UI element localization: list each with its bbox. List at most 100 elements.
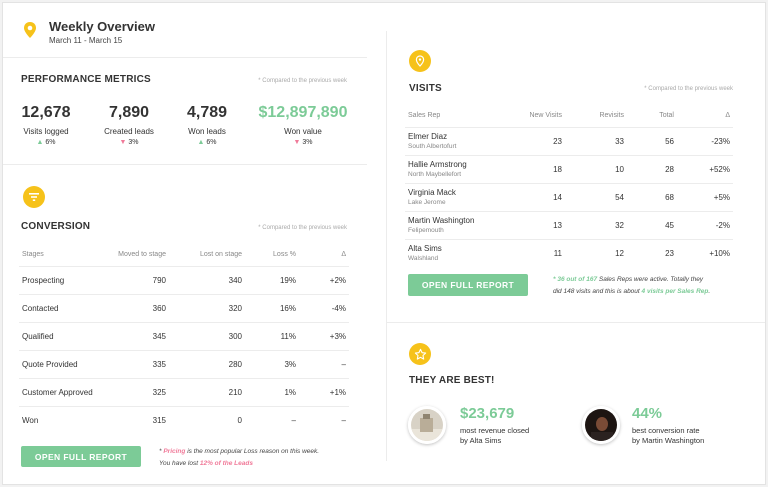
column-header: Lost on stage — [199, 251, 242, 259]
table-row: Qualified 345 300 11% +3% — [19, 321, 349, 350]
divider — [3, 164, 367, 165]
lost-cell: 300 — [169, 321, 245, 350]
lost-cell: 210 — [169, 377, 245, 406]
loss-cell: 19% — [245, 265, 299, 294]
metric-won-value: $12,897,890 Won value ▼ 3% — [253, 104, 353, 146]
rep-name: Hallie Armstrong — [408, 160, 467, 169]
stage-cell: Quote Provided — [19, 349, 111, 378]
metric-label: Created leads — [104, 127, 154, 136]
loss-cell: 11% — [245, 321, 299, 350]
metric-created-leads: 7,890 Created leads ▼ 3% — [99, 104, 159, 146]
column-header: Revisits — [599, 112, 624, 120]
stage-cell: Won — [19, 405, 111, 434]
best-title: THEY ARE BEST! — [409, 375, 495, 386]
table-row: Customer Approved 325 210 1% +1% — [19, 377, 349, 406]
arrow-down-icon: ▼ — [119, 139, 127, 146]
conversion-note: * Compared to the previous week — [258, 225, 347, 231]
rep-location: South Albertofurt — [408, 143, 457, 150]
metric-visits-logged: 12,678 Visits logged ▲ 6% — [17, 104, 75, 146]
column-header: Stages — [22, 251, 44, 259]
metric-value: 7,890 — [108, 104, 150, 121]
arrow-down-icon: ▼ — [293, 139, 301, 146]
map-pin-icon — [409, 50, 431, 72]
performance-note: * Compared to the previous week — [258, 78, 347, 84]
table-row: Martin Washington Felipemouth 13 32 45 -2… — [405, 210, 733, 239]
table-header-row: Sales Rep New Visits Revisits Total Δ — [405, 105, 733, 127]
table-row: Prospecting 790 340 19% +2% — [19, 265, 349, 294]
conversion-title: CONVERSION — [21, 221, 91, 232]
table-row: Virginia Mack Lake Jerome 14 54 68 +5% — [405, 182, 733, 211]
rep-location: Walshland — [408, 255, 439, 263]
moved-cell: 315 — [111, 405, 169, 434]
right-column: VISITS * Compared to the previous week S… — [387, 3, 765, 484]
left-column: Weekly Overview March 11 - March 15 PERF… — [3, 3, 367, 484]
new-visits-cell: 23 — [503, 126, 565, 155]
loss-cell: 16% — [245, 293, 299, 322]
moved-cell: 345 — [111, 321, 169, 350]
moved-cell: 325 — [111, 377, 169, 406]
revisits-cell: 33 — [565, 126, 627, 155]
delta-cell: – — [299, 405, 349, 434]
moved-cell: 790 — [111, 265, 169, 294]
loss-cell: 3% — [245, 349, 299, 378]
rep-cell: Alta Sims Walshland — [405, 238, 503, 267]
revisits-cell: 10 — [565, 154, 627, 183]
best-conversion-label: best conversion rate by Martin Washingto… — [632, 426, 705, 445]
column-header: Moved to stage — [118, 251, 166, 259]
visits-open-report-button[interactable]: OPEN FULL REPORT — [408, 274, 528, 296]
delta-cell: +2% — [299, 265, 349, 294]
rep-cell: Martin Washington Felipemouth — [405, 210, 503, 239]
stage-cell: Qualified — [19, 321, 111, 350]
stage-cell: Prospecting — [19, 265, 111, 294]
rep-name: Elmer Diaz — [408, 132, 448, 141]
star-icon — [409, 343, 431, 365]
avatar — [408, 406, 446, 444]
table-row: Won 315 0 – – — [19, 405, 349, 434]
best-revenue-label: most revenue closed by Alta Sims — [460, 426, 530, 445]
total-cell: 23 — [627, 238, 677, 267]
moved-cell: 335 — [111, 349, 169, 378]
delta-cell: +3% — [299, 321, 349, 350]
stage-cell: Customer Approved — [19, 377, 111, 406]
best-revenue-value: $23,679 — [460, 405, 515, 422]
map-pin-icon — [24, 22, 36, 38]
best-conversion-value: 44% — [632, 405, 663, 422]
new-visits-cell: 18 — [503, 154, 565, 183]
rep-location: North Maybellefort — [408, 171, 462, 178]
table-row: Contacted 360 320 16% -4% — [19, 293, 349, 322]
divider — [3, 57, 367, 58]
column-header: Sales Rep — [408, 112, 441, 120]
performance-title: PERFORMANCE METRICS — [21, 74, 151, 85]
rep-cell: Elmer Diaz South Albertofurt — [405, 126, 503, 155]
lost-cell: 0 — [169, 405, 245, 434]
lost-cell: 280 — [169, 349, 245, 378]
metric-value: 4,789 — [186, 104, 228, 121]
funnel-icon — [23, 186, 45, 208]
new-visits-cell: 14 — [503, 182, 565, 211]
rep-location: Felipemouth — [408, 227, 444, 234]
conversion-open-report-button[interactable]: OPEN FULL REPORT — [21, 446, 141, 467]
column-header: New Visits — [529, 112, 562, 120]
delta-cell: – — [299, 349, 349, 378]
metric-label: Won leads — [188, 127, 226, 136]
lost-cell: 340 — [169, 265, 245, 294]
revisits-cell: 12 — [565, 238, 627, 267]
revisits-cell: 54 — [565, 182, 627, 211]
column-header: Δ — [725, 112, 730, 120]
visits-note: * Compared to the previous week — [644, 86, 733, 92]
table-row: Quote Provided 335 280 3% – — [19, 349, 349, 378]
arrow-up-icon: ▲ — [36, 139, 44, 146]
loss-cell: – — [245, 405, 299, 434]
total-cell: 45 — [627, 210, 677, 239]
delta-cell: +52% — [677, 154, 733, 183]
rep-name: Alta Sims — [408, 244, 442, 254]
column-header: Total — [659, 112, 674, 120]
rep-location: Lake Jerome — [408, 199, 446, 206]
metric-label: Visits logged — [23, 127, 69, 136]
metric-won-leads: 4,789 Won leads ▲ 6% — [179, 104, 235, 146]
stage-cell: Contacted — [19, 293, 111, 322]
new-visits-cell: 11 — [503, 238, 565, 267]
visits-footnote: * 36 out of 167 Sales Reps were active. … — [553, 276, 711, 295]
moved-cell: 360 — [111, 293, 169, 322]
